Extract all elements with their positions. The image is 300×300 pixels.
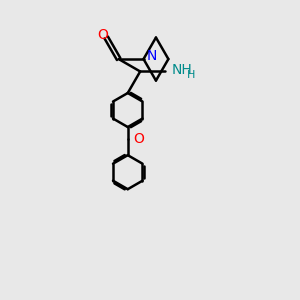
Text: N: N — [146, 50, 157, 63]
Text: NH: NH — [172, 62, 192, 76]
Text: O: O — [134, 132, 145, 146]
Text: H: H — [187, 70, 196, 80]
Text: O: O — [97, 28, 108, 42]
